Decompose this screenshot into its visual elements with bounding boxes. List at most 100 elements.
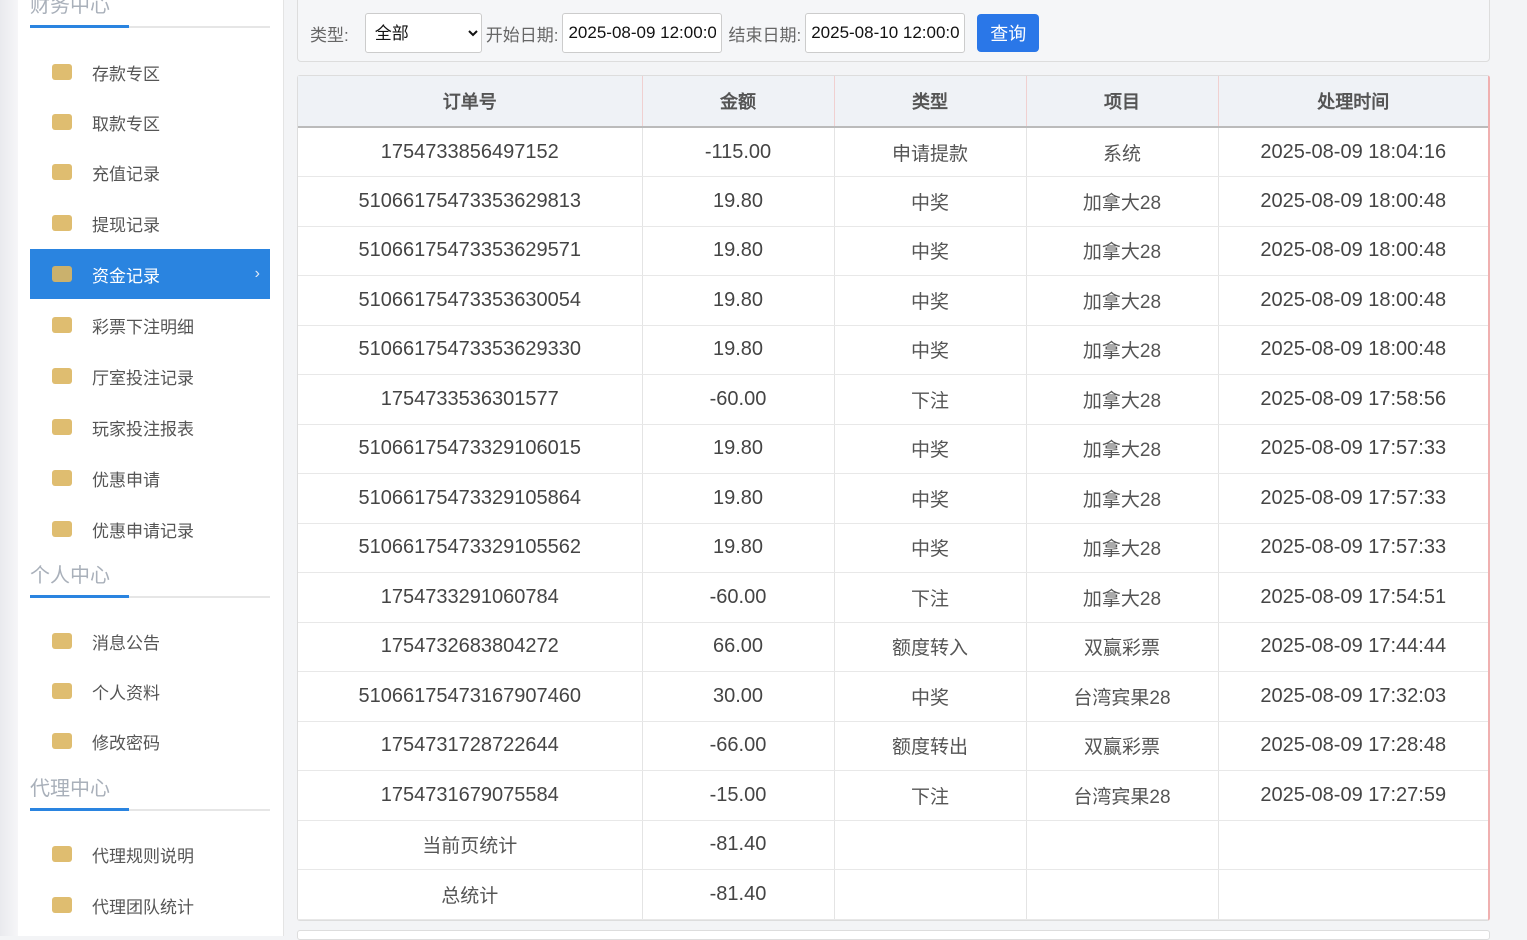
sidebar-item-label: 提现记录 [92,215,160,235]
menu-icon [52,521,72,537]
table-cell: 19.80 [642,275,835,326]
pagination-panel [297,930,1490,940]
sidebar-item[interactable]: 玩家投注报表 [30,402,270,452]
end-date-label: 结束日期: [728,25,802,45]
table-header: 订单号 金额 类型 项目 处理时间 [298,76,1488,128]
table-cell: 2025-08-09 17:44:44 [1218,622,1488,672]
column-header: 订单号 [298,76,643,128]
start-date-input[interactable] [562,13,723,53]
end-date-input[interactable] [805,13,966,53]
summary-amount: -81.40 [642,869,835,920]
column-header: 项目 [1026,76,1219,128]
table-cell: 30.00 [642,671,835,722]
summary-row: 总统计 -81.40 [298,869,1488,920]
menu-icon [52,419,72,435]
empty-cell [1026,869,1219,920]
sidebar-item[interactable]: 消息公告 [30,616,270,666]
table-cell: 51066175473353629571 [298,226,643,276]
table-cell: -115.00 [642,127,835,177]
table-row: 51066175473329106015 19.80 中奖 加拿大28 2025-08-… [298,424,1488,474]
summary-row: 当前页统计 -81.40 [298,820,1488,870]
table-cell: 51066175473353630054 [298,275,643,326]
column-header: 金额 [642,76,835,128]
table-cell: 加拿大28 [1026,523,1219,573]
sidebar-item-label: 玩家投注报表 [92,419,194,439]
query-button[interactable]: 查询 [977,14,1040,52]
filter-bar: 类型: 全部 开始日期: 结束日期: 查询 [297,0,1490,62]
table-row: 1754733856497152 -115.00 申请提款 系统 2025-08-09 … [298,127,1488,177]
table-cell: 2025-08-09 17:32:03 [1218,671,1488,722]
sidebar-item-label: 修改密码 [92,733,160,753]
table-cell: 额度转入 [834,622,1027,672]
sidebar-item-label: 存款专区 [92,64,160,84]
table-cell: 额度转出 [834,721,1027,771]
sidebar-item[interactable]: 充值记录 [30,147,270,197]
section-title: 个人中心 [30,562,270,598]
menu-icon [52,470,72,486]
table-cell: 51066175473329105864 [298,473,643,524]
sidebar-item[interactable]: 资金记录 › [30,249,270,299]
table-cell: 中奖 [834,226,1027,276]
table-cell: 中奖 [834,671,1027,722]
section-title: 财务中心 [30,0,270,28]
column-header: 处理时间 [1218,76,1488,128]
table-row: 1754731679075584 -15.00 下注 台湾宾果28 2025-08-09… [298,770,1488,821]
summary-amount: -81.40 [642,820,835,870]
table-cell: 台湾宾果28 [1026,770,1219,821]
sidebar-item-label: 厅室投注记录 [92,368,194,388]
table-row: 1754731728722644 -66.00 额度转出 双赢彩票 2025-08-09… [298,721,1488,771]
table-cell: -60.00 [642,572,835,623]
type-select[interactable]: 全部 [364,13,482,53]
section-title-text: 个人中心 [30,565,110,587]
sidebar-item-label: 消息公告 [92,633,160,653]
menu-icon [52,114,72,130]
table-cell: 下注 [834,374,1027,425]
table-cell: 1754732683804272 [298,622,643,672]
table-cell: 加拿大28 [1026,325,1219,375]
table-cell: 51066175473167907460 [298,671,643,722]
table-cell: 中奖 [834,473,1027,524]
sidebar-item[interactable]: 存款专区 [30,47,270,97]
sidebar-item[interactable]: 提现记录 [30,198,270,248]
table-cell: 2025-08-09 18:00:48 [1218,226,1488,276]
table-cell: 加拿大28 [1026,176,1219,227]
sidebar-item-label: 取款专区 [92,114,160,134]
empty-cell [1218,869,1488,920]
sidebar-item[interactable]: 优惠申请记录 [30,504,270,554]
sidebar-item[interactable]: 代理规则说明 [30,829,270,879]
table-row: 51066175473353629330 19.80 中奖 加拿大28 2025-08-… [298,325,1488,375]
sidebar-item[interactable]: 优惠申请 [30,453,270,503]
table-cell: 1754733291060784 [298,572,643,623]
table-cell: 中奖 [834,523,1027,573]
sidebar-item[interactable]: 修改密码 [30,716,270,766]
sidebar-item[interactable]: 个人资料 [30,666,270,716]
table-cell: 中奖 [834,275,1027,326]
menu-icon [52,317,72,333]
column-header: 类型 [834,76,1027,128]
table-cell: -15.00 [642,770,835,821]
table-cell: 66.00 [642,622,835,672]
table-row: 51066175473353629813 19.80 中奖 加拿大28 2025-08-… [298,176,1488,227]
sidebar-item[interactable]: 彩票下注明细 [30,300,270,350]
sidebar: 财务中心存款专区取款专区充值记录提现记录资金记录 › 彩票下注明细厅室投注记录 玩家投… [18,0,284,936]
menu-icon [52,164,72,180]
menu-icon [52,683,72,699]
sidebar-item[interactable]: 取款专区 [30,97,270,147]
table-cell: 2025-08-09 17:57:33 [1218,473,1488,524]
table-cell: 下注 [834,572,1027,623]
sidebar-item-label: 资金记录 [92,266,160,286]
table-cell: 2025-08-09 18:00:48 [1218,325,1488,375]
sidebar-item[interactable]: 代理团队统计 [30,880,270,930]
menu-icon [52,64,72,80]
table-cell: 中奖 [834,176,1027,227]
empty-cell [1026,820,1219,870]
table-cell: 2025-08-09 17:57:33 [1218,424,1488,474]
table-cell: 加拿大28 [1026,424,1219,474]
menu-icon [52,215,72,231]
sidebar-item[interactable]: 厅室投注记录 [30,351,270,401]
table-cell: 申请提款 [834,127,1027,177]
table-row: 1754732683804272 66.00 额度转入 双赢彩票 2025-08-09 … [298,622,1488,672]
table-cell: 51066175473353629330 [298,325,643,375]
table-cell: 中奖 [834,424,1027,474]
section-title-text: 财务中心 [30,0,110,17]
